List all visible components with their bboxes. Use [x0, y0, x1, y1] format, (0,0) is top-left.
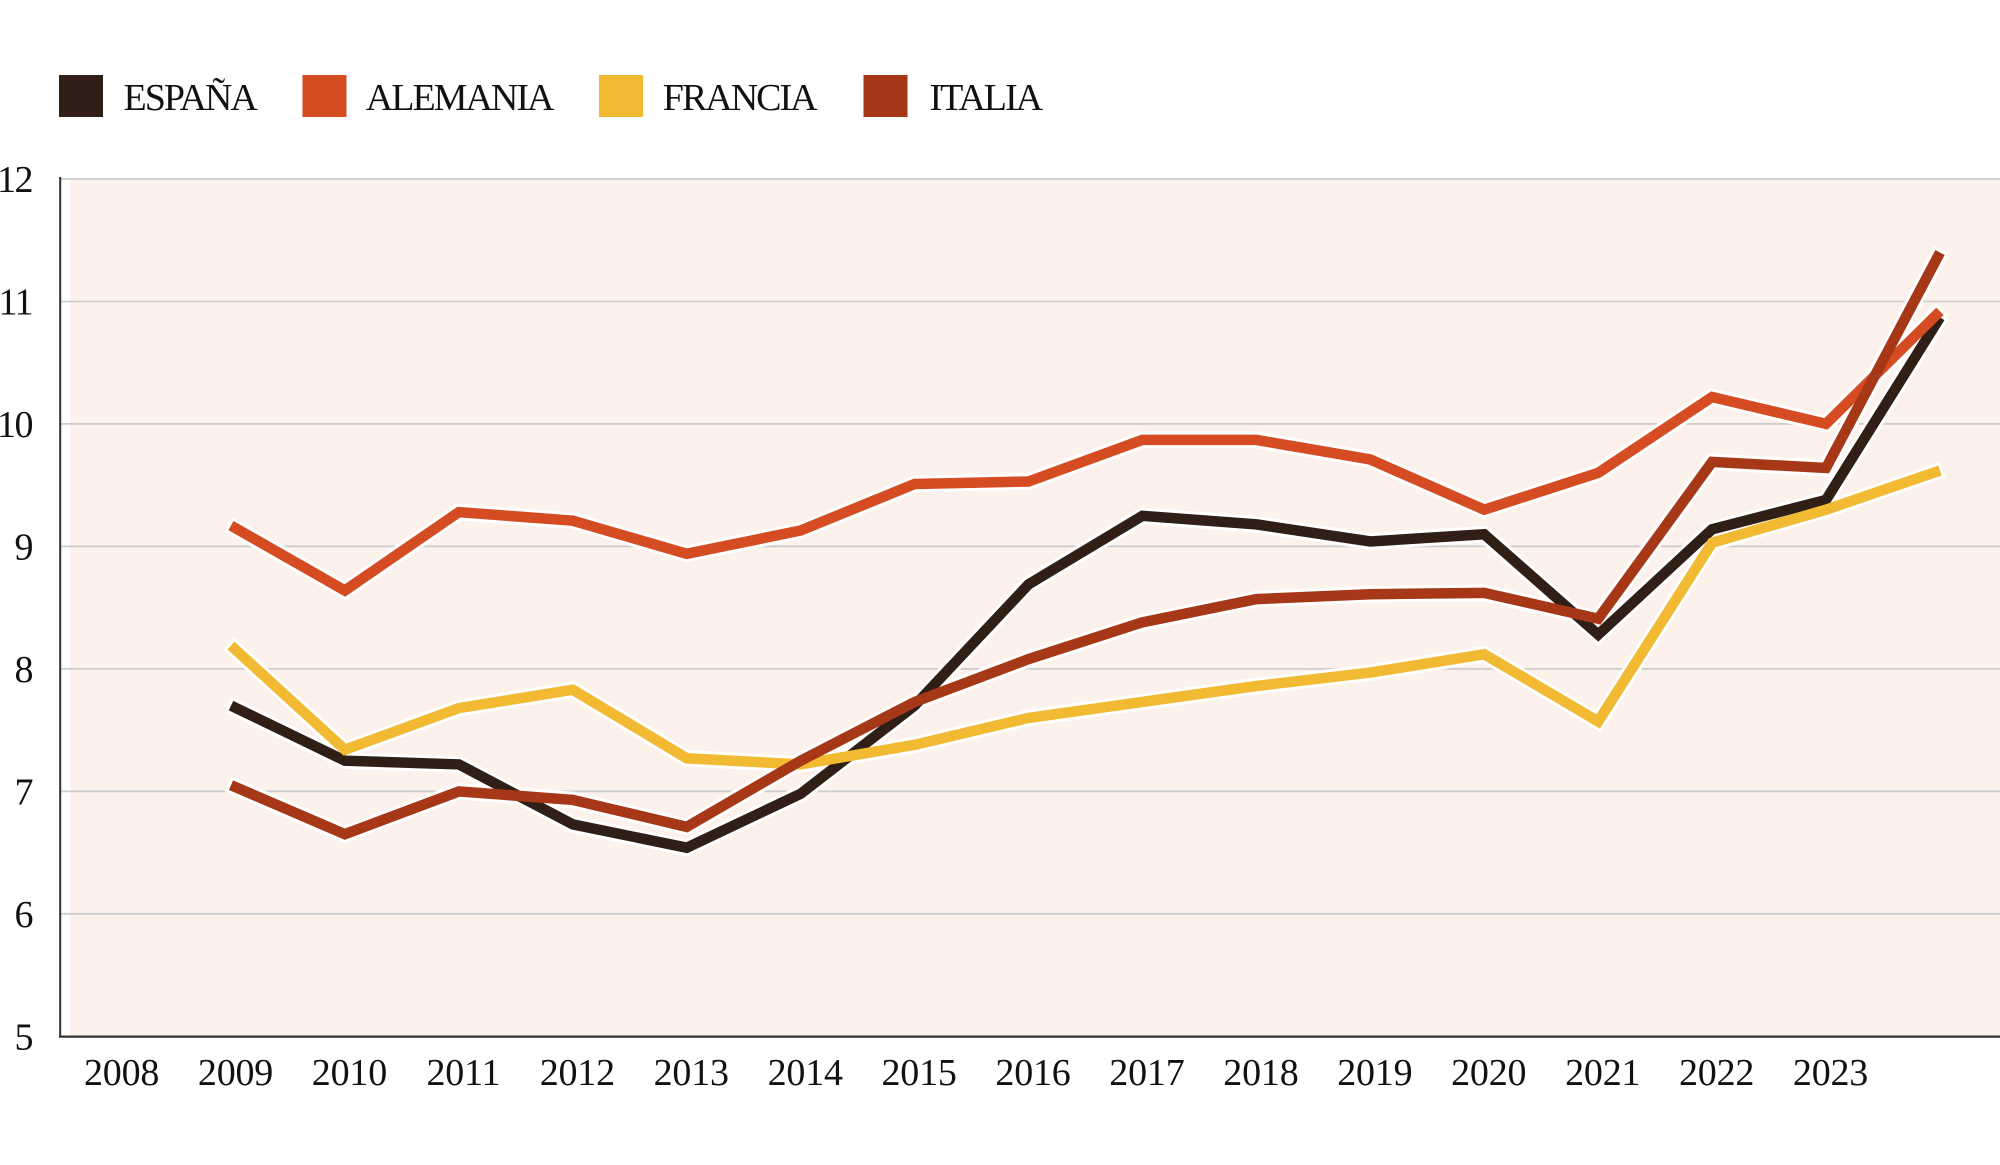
svg-text:8: 8	[15, 649, 33, 691]
svg-text:10: 10	[0, 404, 33, 446]
svg-text:2022: 2022	[1679, 1052, 1754, 1094]
svg-text:2023: 2023	[1793, 1052, 1868, 1094]
svg-text:11: 11	[0, 282, 32, 324]
svg-text:ESPAÑA: ESPAÑA	[124, 77, 259, 119]
svg-text:2017: 2017	[1109, 1052, 1184, 1094]
svg-text:12: 12	[0, 159, 32, 201]
svg-text:9: 9	[15, 526, 33, 568]
svg-text:2020: 2020	[1451, 1052, 1526, 1094]
svg-text:2016: 2016	[995, 1052, 1070, 1094]
svg-text:2018: 2018	[1223, 1052, 1298, 1094]
svg-text:2021: 2021	[1565, 1052, 1640, 1094]
svg-text:2012: 2012	[540, 1052, 615, 1094]
svg-text:2011: 2011	[427, 1052, 501, 1094]
svg-text:2008: 2008	[84, 1052, 159, 1094]
svg-text:FRANCIA: FRANCIA	[663, 77, 818, 119]
svg-text:2013: 2013	[654, 1052, 729, 1094]
svg-text:2019: 2019	[1337, 1052, 1412, 1094]
svg-text:2014: 2014	[768, 1052, 843, 1094]
svg-text:2010: 2010	[312, 1052, 387, 1094]
svg-text:7: 7	[15, 771, 33, 813]
svg-text:5: 5	[15, 1016, 33, 1058]
svg-text:ALEMANIA: ALEMANIA	[366, 77, 555, 119]
svg-text:2009: 2009	[198, 1052, 273, 1094]
svg-text:2015: 2015	[881, 1052, 956, 1094]
svg-text:6: 6	[15, 894, 33, 936]
svg-text:ITALIA: ITALIA	[930, 77, 1044, 119]
